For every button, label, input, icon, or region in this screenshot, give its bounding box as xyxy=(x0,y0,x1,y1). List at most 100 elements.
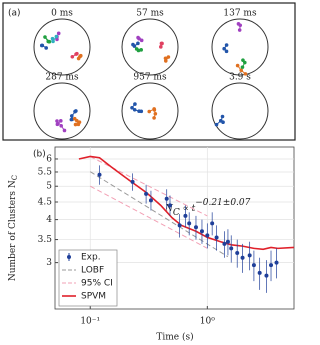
x-axis-label: Time (s) xyxy=(156,332,193,343)
arena xyxy=(33,82,91,140)
data-point xyxy=(130,179,135,184)
time-label: 57 ms xyxy=(136,9,164,19)
particle xyxy=(152,116,156,120)
particle xyxy=(163,59,168,63)
particle xyxy=(47,39,52,44)
particle xyxy=(239,68,244,73)
particle xyxy=(236,22,241,26)
particle xyxy=(139,48,143,52)
particle xyxy=(224,49,229,54)
ci-upper xyxy=(90,156,208,217)
data-point xyxy=(247,253,252,258)
panel-a-frame xyxy=(2,2,296,141)
data-point xyxy=(177,223,182,228)
y-tick-label: 5.5 xyxy=(38,167,53,177)
ci-lower xyxy=(90,185,208,249)
particle xyxy=(55,119,59,123)
data-point xyxy=(187,221,192,226)
particle xyxy=(136,48,141,53)
time-label: 957 ms xyxy=(133,73,167,83)
figure: (a) 0 ms 57 ms 137 ms 287 ms 957 ms 3.9 s (b)… xyxy=(2,2,296,343)
annotation-sup: −0.21±0.07 xyxy=(195,198,250,208)
particle xyxy=(39,43,44,48)
particle xyxy=(62,128,67,133)
particle xyxy=(153,111,158,116)
y-axis-label: Number of Clusters NC xyxy=(8,175,20,281)
data-point xyxy=(205,233,210,238)
legend-label: LOBF xyxy=(81,266,104,276)
data-point xyxy=(193,225,198,230)
data-point xyxy=(214,235,219,240)
particle xyxy=(130,105,134,110)
particle xyxy=(59,119,63,123)
particle xyxy=(235,63,240,68)
panel-a-label: (a) xyxy=(8,9,21,19)
particle xyxy=(50,36,55,41)
legend-swatch xyxy=(67,255,71,259)
particle xyxy=(220,114,225,119)
particle xyxy=(69,114,74,118)
data-point xyxy=(199,229,204,234)
particle xyxy=(131,42,135,47)
particle xyxy=(76,122,81,127)
time-label: 287 ms xyxy=(45,73,79,83)
time-label: 0 ms xyxy=(51,9,73,19)
time-label: 137 ms xyxy=(223,9,257,19)
data-point xyxy=(168,203,173,208)
data-point xyxy=(229,246,234,251)
data-point xyxy=(274,260,279,265)
data-point xyxy=(269,263,274,268)
legend-label: SPVM xyxy=(81,292,106,302)
data-point xyxy=(148,198,153,203)
particle xyxy=(139,38,144,43)
data-point xyxy=(210,221,215,226)
particle xyxy=(55,122,60,127)
particle xyxy=(74,118,79,123)
data-point xyxy=(251,263,256,268)
y-label-main: Number of Clusters N xyxy=(8,180,18,281)
y-tick-label: 5 xyxy=(46,182,52,192)
particle xyxy=(166,55,171,59)
particle xyxy=(51,39,55,44)
particle xyxy=(237,28,242,32)
particle xyxy=(78,53,83,58)
particle xyxy=(56,31,61,36)
particle xyxy=(74,109,78,113)
particle xyxy=(159,45,163,49)
particle xyxy=(214,122,219,127)
particle xyxy=(70,54,75,59)
particle xyxy=(163,56,168,61)
panel-b: (b) 3 3.5 4 4.5 5 5.5 6 10⁻¹ 10⁰ Time (s) Number of… xyxy=(8,146,295,343)
data-point xyxy=(225,239,230,244)
x-tick-label: 10⁻¹ xyxy=(80,317,100,327)
particle xyxy=(137,109,141,114)
data-point xyxy=(257,270,262,275)
y-tick-label: 3 xyxy=(46,258,52,268)
particle xyxy=(159,41,164,46)
particle xyxy=(147,109,152,114)
particle xyxy=(55,37,59,42)
particle xyxy=(74,52,78,56)
legend-label: Exp. xyxy=(81,253,101,263)
particle xyxy=(54,34,59,39)
particle xyxy=(243,72,248,76)
data-point xyxy=(144,191,149,196)
particle xyxy=(152,107,156,111)
particle xyxy=(73,122,78,127)
particle xyxy=(222,46,226,51)
particle xyxy=(136,41,140,46)
particle xyxy=(224,43,229,47)
data-point xyxy=(164,196,169,201)
y-tick-label: 4 xyxy=(46,215,52,225)
time-label: 3.9 s xyxy=(229,73,251,83)
y-label-sub: C xyxy=(11,175,19,180)
particle xyxy=(243,60,247,65)
data-point xyxy=(235,250,240,255)
x-tick-label: 10⁰ xyxy=(200,317,215,327)
arena xyxy=(211,82,269,140)
panel-a: 0 ms 57 ms 137 ms 287 ms 957 ms 3.9 s xyxy=(33,9,269,140)
particle xyxy=(43,35,47,39)
data-point xyxy=(240,255,245,260)
particle xyxy=(44,46,48,50)
annotation-base: N xyxy=(164,204,174,214)
